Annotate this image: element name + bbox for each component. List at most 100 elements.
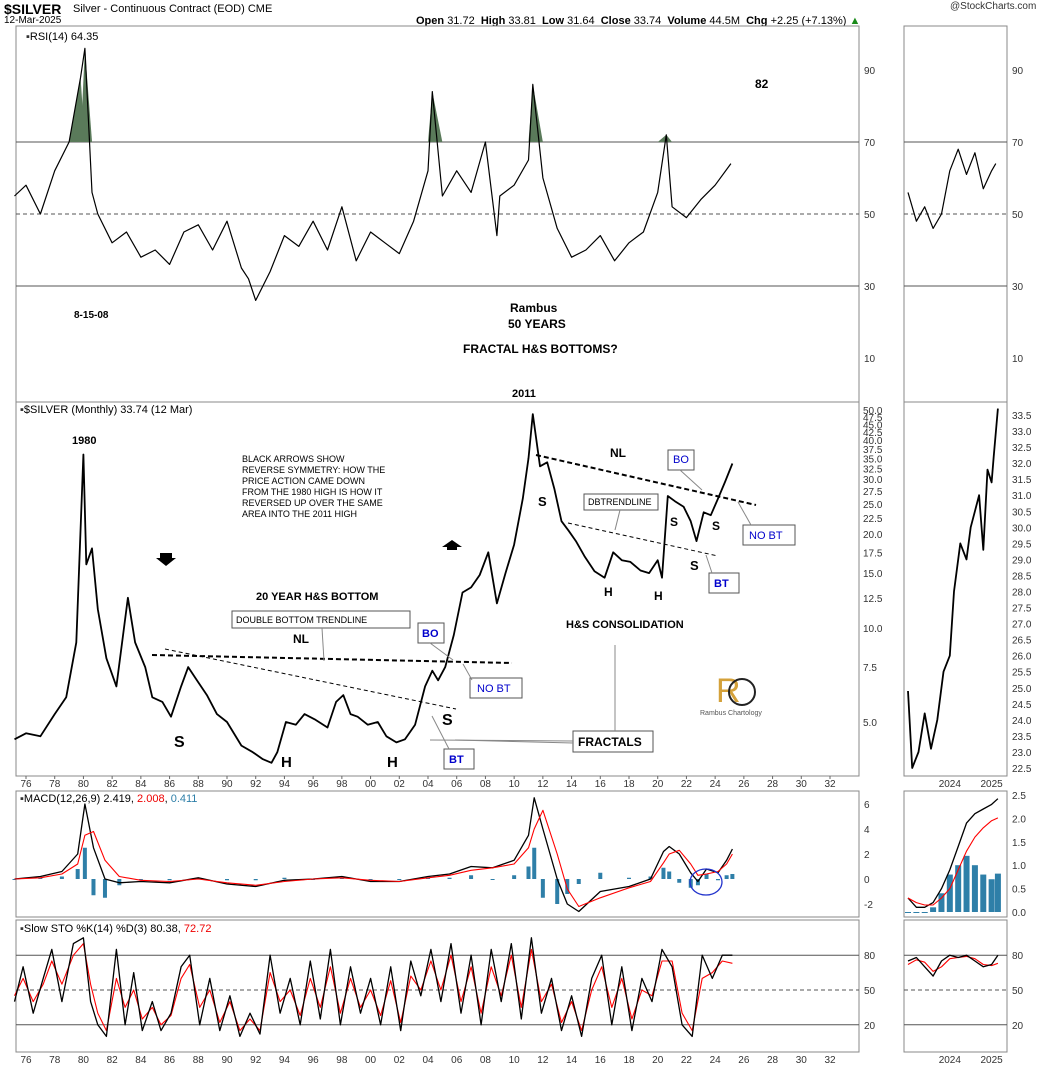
sto-x-tick: 00 [365,1055,377,1066]
macd-histogram-bar [724,875,729,879]
macd-histogram-bar [75,869,80,879]
daily-price-y-tick: 22.5 [1012,764,1032,775]
price-y-tick: 27.5 [863,487,883,498]
daily-rsi-y-tick: 90 [1012,66,1024,77]
price-x-tick: 10 [509,779,521,790]
volume-label: Volume [667,15,707,27]
callout-box [667,449,695,471]
callout-pointer [321,627,325,662]
sto-x-tick: 06 [451,1055,463,1066]
gridlines [16,141,1007,1026]
daily-sto-d-line [907,955,999,972]
callout-box [742,524,796,546]
price-x-tick: 02 [394,779,406,790]
price-x-tick: 92 [250,779,262,790]
price-x-tick: 84 [135,779,147,790]
price-annotation: H [387,754,398,771]
volume-value: 44.5M [709,15,740,27]
price-y-tick: 40.0 [863,436,883,447]
price-annotation: BT [714,578,729,590]
daily-price-y-tick: 27.0 [1012,620,1032,631]
daily-rsi-y-tick: 50 [1012,210,1024,221]
daily-macd-y-tick: 1.5 [1012,838,1026,849]
macd-histogram-bar [688,879,693,888]
callout-pointer [429,642,454,661]
daily-rsi-y-tick: 30 [1012,282,1024,293]
sto-y-tick: 80 [864,951,876,962]
price-annotation: DOUBLE BOTTOM TRENDLINE [236,615,367,625]
price-annotation: S [670,515,678,529]
neckline-dashed [151,654,513,664]
macd-histogram-bar [339,877,344,879]
rsi-y-tick: 30 [864,282,876,293]
daily-sto-y-tick: 50 [1012,986,1024,997]
price-x-tick: 32 [824,779,836,790]
macd-y-tick: 4 [864,825,870,836]
chg-label: Chg [746,15,768,27]
price-x-tick: 88 [193,779,205,790]
callout-pointer [679,469,703,491]
sto-x-tick: 96 [308,1055,320,1066]
macd-signal-value: 2.008 [137,793,165,805]
sto-x-tick: 12 [537,1055,549,1066]
sto-k-line [13,937,733,1038]
sto-x-tick: 22 [681,1055,693,1066]
macd-hist-value: 0.411 [171,793,198,805]
sto-legend-text: Slow STO %K(14) %D(3) [24,923,147,935]
daily-rsi-line [907,148,997,229]
macd-histogram-bar [704,874,709,879]
daily-price-x-tick: 2025 [981,779,1004,790]
price-x-tick: 14 [566,779,578,790]
high-value: 33.81 [508,15,536,27]
rsi-y-tick: 50 [864,210,876,221]
daily-macd-y-tick: 0.0 [1012,908,1026,919]
macd-circle-annotation [689,868,723,896]
sto-y-tick: 50 [864,986,876,997]
daily-macd-histogram-bar [994,873,1001,912]
low-label: Low [542,15,565,27]
sto-x-tick: 32 [824,1055,836,1066]
daily-price-x-tick: 2024 [939,779,962,790]
price-annotation: DBTRENDLINE [588,497,652,507]
price-annotation: S [712,519,720,533]
callout-box [708,572,740,594]
price-annotation: FRACTALS [578,735,642,749]
price-x-tick: 08 [480,779,492,790]
macd-histogram-bar [512,875,517,879]
price-annotation: 1980 [72,435,96,447]
macd-histogram-bar [426,877,430,879]
callout-box [231,610,411,629]
daily-rsi-y-tick: 70 [1012,138,1024,149]
price-annotation: FROM THE 1980 HIGH IS HOW IT [242,487,383,497]
price-y-tick: 47.5 [863,413,883,424]
daily-price-y-tick: 29.0 [1012,555,1032,566]
price-x-tick: 76 [20,779,32,790]
sto-x-tick: 18 [623,1055,635,1066]
daily-price-y-tick: 26.5 [1012,636,1032,647]
price-annotation: H [654,589,663,603]
price-x-tick: 82 [107,779,119,790]
price-annotation: S [690,558,699,573]
daily-macd-histogram-bar [921,912,928,913]
sto-y-tick: 20 [864,1021,876,1032]
macd-histogram-bar [716,879,721,881]
sto-x-tick: 14 [566,1055,578,1066]
sto-x-tick: 16 [595,1055,607,1066]
daily-price-y-tick: 27.5 [1012,604,1032,615]
price-x-tick: 96 [308,779,320,790]
daily-price-y-tick: 31.0 [1012,491,1032,502]
daily-macd-histogram-bar [938,893,945,912]
price-annotation: 2011 [512,388,536,400]
sto-x-tick: 80 [78,1055,90,1066]
macd-line [14,797,733,913]
rsi-annotation: 82 [755,77,769,91]
sto-x-tick: 88 [193,1055,205,1066]
daily-price-y-tick: 24.5 [1012,700,1032,711]
macd-histogram-bar [447,877,452,879]
description-text: Silver - Continuous Contract (EOD) [73,3,245,15]
price-annotation: AREA INTO THE 2011 HIGH [242,509,357,519]
price-annotation: NL [293,632,309,646]
callout-pointer [454,739,574,744]
macd-histogram-bar [555,879,560,904]
daily-sto-x-tick: 2024 [939,1055,962,1066]
